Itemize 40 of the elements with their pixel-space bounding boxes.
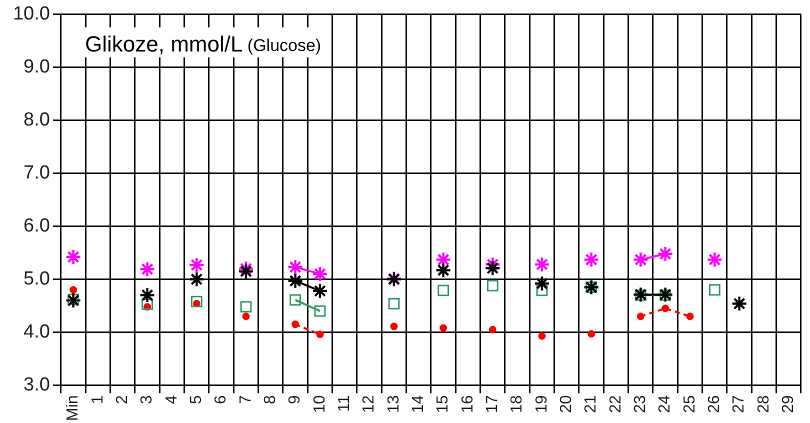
x-tick-label: 2 [114,395,132,404]
x-tick-label: 18 [508,395,526,414]
x-tick-label: 10 [311,395,328,414]
x-tick-label: 26 [706,395,724,414]
x-tick-label: 14 [410,395,428,414]
x-tick-label: 17 [484,395,502,414]
x-tick-label: 13 [385,395,402,414]
y-tick-label: 6.0 [24,216,50,237]
x-tick-label: 15 [434,395,452,414]
y-tick-label: 8.0 [24,110,50,131]
x-tick-label: 28 [755,395,772,414]
x-tick-label: 5 [188,395,206,404]
y-tick-label: 9.0 [24,56,50,78]
y-tick-label: 3.0 [24,374,50,396]
x-tick-label: 3 [138,395,156,404]
x-tick-label: 4 [163,395,180,404]
y-tick-label: 4.0 [24,321,50,342]
x-tick-label: 7 [237,395,254,404]
x-tick-label: 24 [656,395,674,414]
x-tick-label: 25 [681,395,698,414]
x-tick-label: 11 [336,395,354,412]
x-tick-label: 27 [730,395,748,414]
x-tick-label: 22 [607,395,624,414]
x-tick-label: 19 [533,395,550,414]
y-tick-label: 10.0 [12,4,50,25]
x-tick-label: 6 [212,395,230,404]
x-tick-label: 1 [89,395,106,404]
x-tick-label: Min [64,395,82,421]
x-tick-label: 8 [262,395,280,404]
text: (Glucose) [242,36,322,56]
y-tick-label: 7.0 [24,162,50,184]
x-tick-label: 9 [286,395,304,404]
text: Glikoze, mmol/L [84,31,243,56]
x-tick-label: 20 [558,395,576,414]
y-tick-label: 5.0 [24,268,50,290]
x-tick-label: 16 [459,395,476,414]
x-tick-label: 23 [632,395,650,414]
x-tick-label: 29 [780,395,798,414]
x-tick-label: 21 [582,395,600,414]
x-tick-label: 12 [360,395,378,414]
